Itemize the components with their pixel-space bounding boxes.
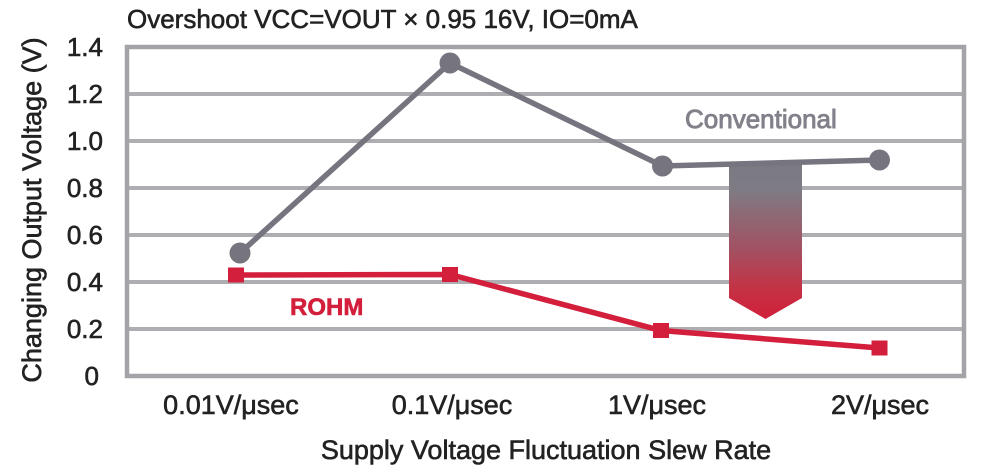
svg-text:Overshoot VCC=VOUT × 0.95 16V,: Overshoot VCC=VOUT × 0.95 16V, IO=0mA — [127, 4, 639, 34]
svg-text:0.6: 0.6 — [67, 220, 103, 250]
svg-text:0.8: 0.8 — [67, 173, 103, 203]
svg-text:1.0: 1.0 — [67, 126, 103, 156]
svg-text:0.1V/μsec: 0.1V/μsec — [392, 390, 513, 420]
svg-text:Changing Output Voltage (V): Changing Output Voltage (V) — [17, 37, 47, 382]
svg-text:1.4: 1.4 — [67, 32, 103, 62]
svg-text:ROHM: ROHM — [290, 294, 363, 321]
svg-text:1.2: 1.2 — [67, 79, 103, 109]
svg-text:2V/μsec: 2V/μsec — [831, 390, 929, 420]
svg-text:Conventional: Conventional — [685, 104, 837, 134]
svg-text:0.4: 0.4 — [67, 267, 103, 297]
svg-text:0.01V/μsec: 0.01V/μsec — [163, 390, 299, 420]
svg-text:Supply Voltage Fluctuation Sle: Supply Voltage Fluctuation Slew Rate — [321, 435, 771, 465]
svg-text:0.2: 0.2 — [67, 314, 103, 344]
svg-text:1V/μsec: 1V/μsec — [608, 390, 706, 420]
svg-text:0: 0 — [85, 361, 99, 391]
